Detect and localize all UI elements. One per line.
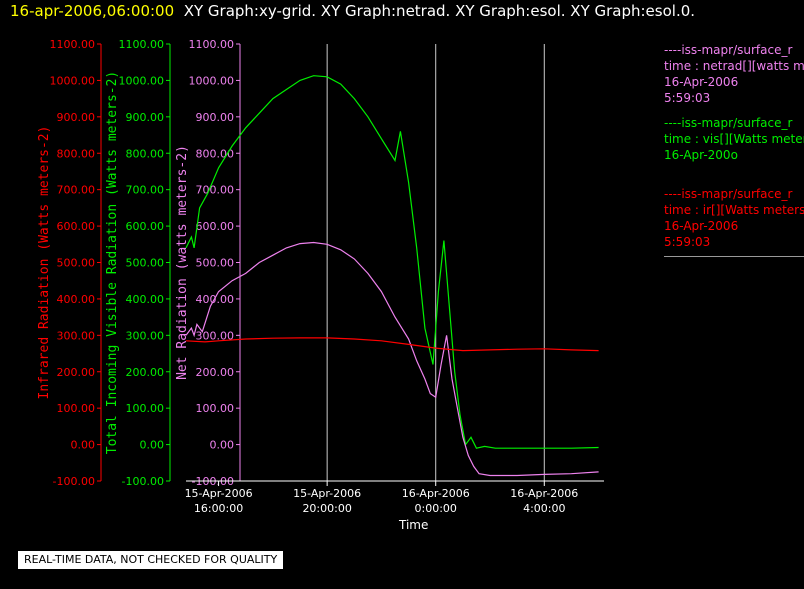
net-tick-label: 500.00 (196, 257, 235, 270)
legend-ir: ----iss-mapr/surface_r time : ir[][Watts… (664, 186, 804, 257)
series-line-vis (185, 75, 599, 449)
ir-tick-label: -100.00 (53, 475, 95, 488)
legend-desc: time : netrad[][watts m (664, 59, 804, 73)
net-tick-label: 900.00 (196, 111, 235, 124)
vis-tick-label: 700.00 (126, 184, 165, 197)
x-tick-label: 20:00:00 (302, 502, 351, 515)
ir-tick-label: 100.00 (57, 402, 96, 415)
legend-header: ----iss-mapr/surface_r (664, 187, 793, 201)
net-tick-label: 800.00 (196, 147, 235, 160)
ir-tick-label: 900.00 (57, 111, 96, 124)
ir-tick-label: 1000.00 (50, 74, 96, 87)
chart-title: 16-apr-2006,06:00:00 XY Graph:xy-grid. X… (10, 2, 695, 20)
legend-time: 5:59:03 (664, 235, 711, 249)
net-tick-label: 200.00 (196, 366, 235, 379)
vis-tick-label: 600.00 (126, 220, 165, 233)
vis-tick-label: 300.00 (126, 329, 165, 342)
x-tick-label: 0:00:00 (415, 502, 457, 515)
legend-divider (664, 256, 804, 257)
legend-time: 5:59:03 (664, 91, 711, 105)
vis-tick-label: 400.00 (126, 293, 165, 306)
quality-note: REAL-TIME DATA, NOT CHECKED FOR QUALITY (18, 551, 284, 569)
legend-date: 16-Apr-200o (664, 148, 738, 162)
vis-tick-label: 1000.00 (119, 74, 165, 87)
x-tick-label: 16-Apr-2006 (402, 487, 470, 500)
series-line-ir (185, 337, 599, 352)
legend-desc: time : vis[][Watts meter (664, 132, 804, 146)
net-tick-label: 600.00 (196, 220, 235, 233)
legend-header: ----iss-mapr/surface_r (664, 116, 793, 130)
ir-tick-label: 1100.00 (50, 38, 96, 51)
vis-tick-label: 100.00 (126, 402, 165, 415)
legend-header: ----iss-mapr/surface_r (664, 43, 793, 57)
net-tick-label: 300.00 (196, 329, 235, 342)
ir-tick-label: 800.00 (57, 147, 96, 160)
net-tick-label: 700.00 (196, 184, 235, 197)
vis-tick-label: 500.00 (126, 257, 165, 270)
vis-tick-label: 800.00 (126, 147, 165, 160)
x-tick-label: 16:00:00 (194, 502, 243, 515)
x-tick-label: 15-Apr-2006 (293, 487, 361, 500)
x-tick-label: 4:00:00 (523, 502, 565, 515)
legend-netrad: ----iss-mapr/surface_r time : netrad[][w… (664, 42, 804, 106)
net-tick-label: 1100.00 (189, 38, 235, 51)
legend-desc: time : ir[][Watts meters (664, 203, 804, 217)
legend-date: 16-Apr-2006 (664, 219, 739, 233)
x-tick-label: 16-Apr-2006 (510, 487, 578, 500)
net-tick-label: 100.00 (196, 402, 235, 415)
ir-tick-label: 300.00 (57, 329, 96, 342)
legend-date: 16-Apr-2006 (664, 75, 739, 89)
vis-axis-label: Total Incoming Visible Radiation (Watts … (105, 71, 120, 455)
series-line-netrad (185, 241, 599, 477)
ir-tick-label: 0.00 (71, 439, 96, 452)
ir-tick-label: 600.00 (57, 220, 96, 233)
ir-tick-label: 200.00 (57, 366, 96, 379)
vis-tick-label: 0.00 (140, 439, 165, 452)
ir-tick-label: 400.00 (57, 293, 96, 306)
net-tick-label: 1000.00 (189, 74, 235, 87)
vis-tick-label: 200.00 (126, 366, 165, 379)
x-tick-label: 15-Apr-2006 (185, 487, 253, 500)
legend-vis: ----iss-mapr/surface_r time : vis[][Watt… (664, 115, 804, 163)
vis-tick-label: 1100.00 (119, 38, 165, 51)
x-axis-label: Time (398, 518, 428, 532)
timestamp: 16-apr-2006,06:00:00 (10, 2, 175, 20)
vis-tick-label: 900.00 (126, 111, 165, 124)
net-tick-label: 0.00 (210, 439, 235, 452)
ir-axis-label: Infrared Radiation (Watts meters-2) (37, 126, 52, 400)
graph-list: XY Graph:xy-grid. XY Graph:netrad. XY Gr… (183, 2, 696, 20)
ir-tick-label: 700.00 (57, 184, 96, 197)
net-axis-label: Net Radiation (watts meters-2) (175, 145, 190, 380)
vis-tick-label: -100.00 (122, 475, 164, 488)
ir-tick-label: 500.00 (57, 257, 96, 270)
